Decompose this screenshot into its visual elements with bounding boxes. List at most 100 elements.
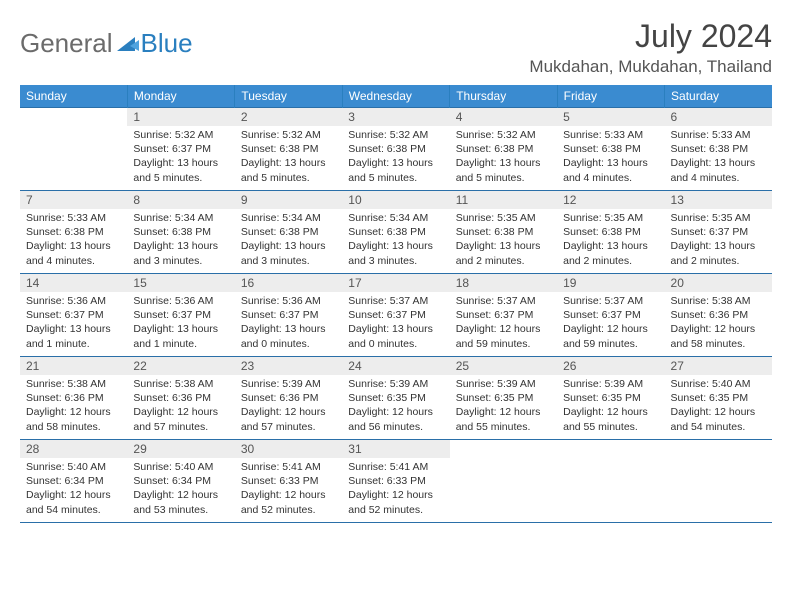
weekday-header: Wednesday <box>342 85 449 108</box>
day-info: Sunrise: 5:38 AMSunset: 6:36 PMDaylight:… <box>127 375 234 438</box>
logo-text-blue: Blue <box>141 28 193 59</box>
weekday-row: SundayMondayTuesdayWednesdayThursdayFrid… <box>20 85 772 108</box>
day-number: 12 <box>557 191 664 209</box>
day-info: Sunrise: 5:41 AMSunset: 6:33 PMDaylight:… <box>342 458 449 521</box>
day-number: 30 <box>235 440 342 458</box>
day-number: 23 <box>235 357 342 375</box>
calendar-cell: 7Sunrise: 5:33 AMSunset: 6:38 PMDaylight… <box>20 191 127 274</box>
day-number: 25 <box>450 357 557 375</box>
day-info: Sunrise: 5:40 AMSunset: 6:34 PMDaylight:… <box>20 458 127 521</box>
calendar-cell: 6Sunrise: 5:33 AMSunset: 6:38 PMDaylight… <box>665 108 772 191</box>
calendar-cell: 10Sunrise: 5:34 AMSunset: 6:38 PMDayligh… <box>342 191 449 274</box>
calendar-cell: 5Sunrise: 5:33 AMSunset: 6:38 PMDaylight… <box>557 108 664 191</box>
day-info: Sunrise: 5:39 AMSunset: 6:35 PMDaylight:… <box>450 375 557 438</box>
day-info: Sunrise: 5:34 AMSunset: 6:38 PMDaylight:… <box>127 209 234 272</box>
day-number: 8 <box>127 191 234 209</box>
calendar-cell: 16Sunrise: 5:36 AMSunset: 6:37 PMDayligh… <box>235 274 342 357</box>
day-number: 28 <box>20 440 127 458</box>
calendar-cell-empty <box>557 440 664 523</box>
day-info: Sunrise: 5:33 AMSunset: 6:38 PMDaylight:… <box>20 209 127 272</box>
calendar-row: 28Sunrise: 5:40 AMSunset: 6:34 PMDayligh… <box>20 440 772 523</box>
calendar-cell: 18Sunrise: 5:37 AMSunset: 6:37 PMDayligh… <box>450 274 557 357</box>
day-info: Sunrise: 5:32 AMSunset: 6:37 PMDaylight:… <box>127 126 234 189</box>
day-info: Sunrise: 5:40 AMSunset: 6:34 PMDaylight:… <box>127 458 234 521</box>
calendar-row: 1Sunrise: 5:32 AMSunset: 6:37 PMDaylight… <box>20 108 772 191</box>
calendar-cell: 26Sunrise: 5:39 AMSunset: 6:35 PMDayligh… <box>557 357 664 440</box>
day-number: 19 <box>557 274 664 292</box>
calendar-head: SundayMondayTuesdayWednesdayThursdayFrid… <box>20 85 772 108</box>
calendar-cell: 2Sunrise: 5:32 AMSunset: 6:38 PMDaylight… <box>235 108 342 191</box>
day-number: 16 <box>235 274 342 292</box>
logo-triangle-icon <box>117 34 139 57</box>
day-number: 27 <box>665 357 772 375</box>
calendar-cell: 1Sunrise: 5:32 AMSunset: 6:37 PMDaylight… <box>127 108 234 191</box>
calendar-cell-empty <box>665 440 772 523</box>
calendar-body: 1Sunrise: 5:32 AMSunset: 6:37 PMDaylight… <box>20 108 772 523</box>
day-number: 1 <box>127 108 234 126</box>
day-info: Sunrise: 5:37 AMSunset: 6:37 PMDaylight:… <box>342 292 449 355</box>
day-info: Sunrise: 5:40 AMSunset: 6:35 PMDaylight:… <box>665 375 772 438</box>
day-number: 11 <box>450 191 557 209</box>
logo: General Blue <box>20 28 193 59</box>
weekday-header: Tuesday <box>235 85 342 108</box>
calendar-row: 21Sunrise: 5:38 AMSunset: 6:36 PMDayligh… <box>20 357 772 440</box>
weekday-header: Thursday <box>450 85 557 108</box>
month-title: July 2024 <box>529 18 772 55</box>
calendar-cell: 30Sunrise: 5:41 AMSunset: 6:33 PMDayligh… <box>235 440 342 523</box>
day-number: 14 <box>20 274 127 292</box>
day-number: 6 <box>665 108 772 126</box>
day-number: 18 <box>450 274 557 292</box>
calendar-cell: 28Sunrise: 5:40 AMSunset: 6:34 PMDayligh… <box>20 440 127 523</box>
calendar-cell: 13Sunrise: 5:35 AMSunset: 6:37 PMDayligh… <box>665 191 772 274</box>
calendar-cell: 21Sunrise: 5:38 AMSunset: 6:36 PMDayligh… <box>20 357 127 440</box>
calendar-cell: 19Sunrise: 5:37 AMSunset: 6:37 PMDayligh… <box>557 274 664 357</box>
day-info: Sunrise: 5:37 AMSunset: 6:37 PMDaylight:… <box>557 292 664 355</box>
day-info: Sunrise: 5:33 AMSunset: 6:38 PMDaylight:… <box>665 126 772 189</box>
calendar-row: 7Sunrise: 5:33 AMSunset: 6:38 PMDaylight… <box>20 191 772 274</box>
location-text: Mukdahan, Mukdahan, Thailand <box>529 57 772 77</box>
day-info: Sunrise: 5:35 AMSunset: 6:38 PMDaylight:… <box>450 209 557 272</box>
day-number: 13 <box>665 191 772 209</box>
weekday-header: Saturday <box>665 85 772 108</box>
day-info: Sunrise: 5:32 AMSunset: 6:38 PMDaylight:… <box>450 126 557 189</box>
calendar-cell: 29Sunrise: 5:40 AMSunset: 6:34 PMDayligh… <box>127 440 234 523</box>
day-number: 4 <box>450 108 557 126</box>
calendar-cell: 8Sunrise: 5:34 AMSunset: 6:38 PMDaylight… <box>127 191 234 274</box>
day-info: Sunrise: 5:35 AMSunset: 6:38 PMDaylight:… <box>557 209 664 272</box>
calendar-cell: 3Sunrise: 5:32 AMSunset: 6:38 PMDaylight… <box>342 108 449 191</box>
day-number: 20 <box>665 274 772 292</box>
weekday-header: Sunday <box>20 85 127 108</box>
calendar-cell: 9Sunrise: 5:34 AMSunset: 6:38 PMDaylight… <box>235 191 342 274</box>
day-info: Sunrise: 5:37 AMSunset: 6:37 PMDaylight:… <box>450 292 557 355</box>
day-info: Sunrise: 5:34 AMSunset: 6:38 PMDaylight:… <box>235 209 342 272</box>
day-number: 9 <box>235 191 342 209</box>
calendar-cell: 17Sunrise: 5:37 AMSunset: 6:37 PMDayligh… <box>342 274 449 357</box>
day-number: 5 <box>557 108 664 126</box>
day-number: 31 <box>342 440 449 458</box>
day-number: 24 <box>342 357 449 375</box>
calendar-cell: 14Sunrise: 5:36 AMSunset: 6:37 PMDayligh… <box>20 274 127 357</box>
calendar-cell: 20Sunrise: 5:38 AMSunset: 6:36 PMDayligh… <box>665 274 772 357</box>
day-number: 15 <box>127 274 234 292</box>
logo-text-general: General <box>20 28 113 59</box>
calendar-cell: 23Sunrise: 5:39 AMSunset: 6:36 PMDayligh… <box>235 357 342 440</box>
calendar-cell: 27Sunrise: 5:40 AMSunset: 6:35 PMDayligh… <box>665 357 772 440</box>
weekday-header: Monday <box>127 85 234 108</box>
calendar-cell: 31Sunrise: 5:41 AMSunset: 6:33 PMDayligh… <box>342 440 449 523</box>
calendar-cell: 15Sunrise: 5:36 AMSunset: 6:37 PMDayligh… <box>127 274 234 357</box>
day-info: Sunrise: 5:35 AMSunset: 6:37 PMDaylight:… <box>665 209 772 272</box>
day-info: Sunrise: 5:36 AMSunset: 6:37 PMDaylight:… <box>235 292 342 355</box>
day-info: Sunrise: 5:32 AMSunset: 6:38 PMDaylight:… <box>342 126 449 189</box>
calendar-cell: 25Sunrise: 5:39 AMSunset: 6:35 PMDayligh… <box>450 357 557 440</box>
calendar-cell-empty <box>20 108 127 191</box>
weekday-header: Friday <box>557 85 664 108</box>
day-info: Sunrise: 5:39 AMSunset: 6:36 PMDaylight:… <box>235 375 342 438</box>
day-info: Sunrise: 5:39 AMSunset: 6:35 PMDaylight:… <box>557 375 664 438</box>
day-info: Sunrise: 5:33 AMSunset: 6:38 PMDaylight:… <box>557 126 664 189</box>
day-info: Sunrise: 5:38 AMSunset: 6:36 PMDaylight:… <box>20 375 127 438</box>
day-number: 2 <box>235 108 342 126</box>
day-number: 3 <box>342 108 449 126</box>
day-number: 21 <box>20 357 127 375</box>
calendar-cell-empty <box>450 440 557 523</box>
day-number: 22 <box>127 357 234 375</box>
